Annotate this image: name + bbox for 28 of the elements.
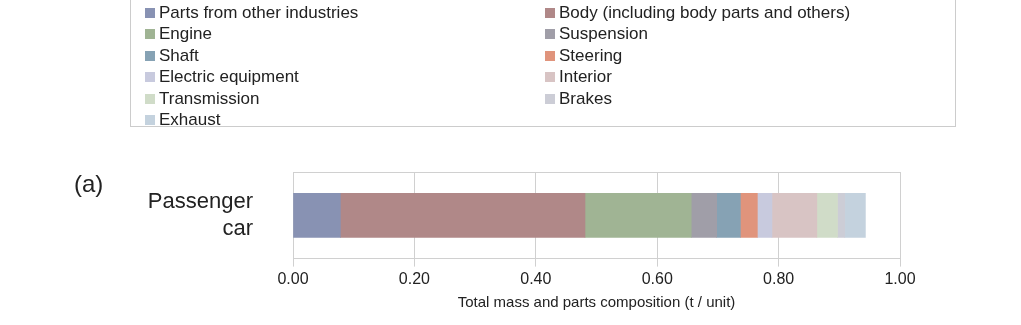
legend-label: Shaft [159,45,199,66]
x-tick-label: 0.20 [398,269,431,287]
bar [740,192,758,238]
x-axis-title: Total mass and parts composition (t / unit) [457,292,736,310]
text: (a) [74,170,104,198]
legend-label: Engine [159,24,212,45]
legend-label: Steering [559,45,623,66]
legend-label: Exhaust [159,110,221,131]
bar [340,192,586,238]
x-tick-label: 0.00 [277,269,309,287]
legend-label: Interior [559,67,612,88]
bar [716,192,741,238]
bar [293,192,341,238]
bar [816,192,838,238]
y-tick-label: Passenger car [147,188,253,240]
legend-label: Suspension [559,24,648,45]
bar [690,192,718,238]
legend-label: Body (including body parts and others) [559,2,851,23]
x-tick-label: 0.60 [641,269,673,287]
x-tick-label: 0.40 [520,269,552,287]
x-tick-label: 1.00 [884,269,916,287]
bar [757,192,773,238]
x-tick-label: 0.80 [763,269,795,287]
legend-label: Parts from other industries [159,2,359,23]
legend-label: Transmission [159,88,260,109]
legend-label: Brakes [559,88,612,109]
bar [584,192,692,238]
legend-label: Electric equipment [159,67,299,88]
